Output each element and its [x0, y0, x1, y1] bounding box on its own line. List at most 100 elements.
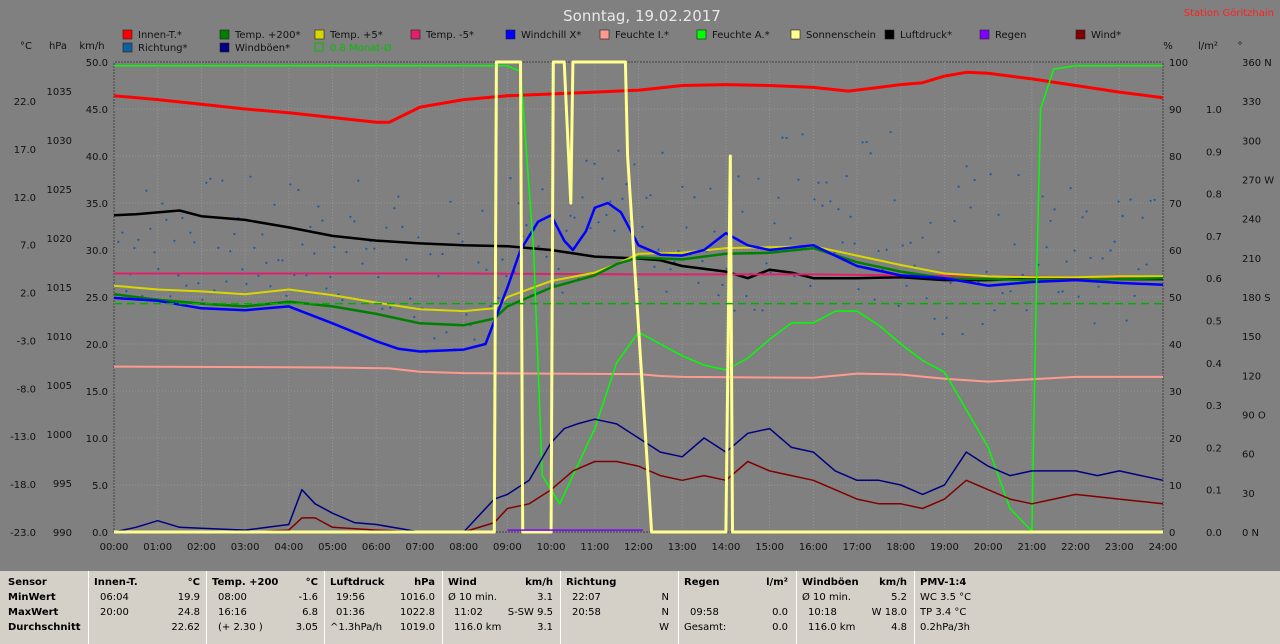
richtung-dot [133, 247, 136, 250]
druck-avg-trend: ^1.3hPa/h [330, 622, 383, 633]
richtung-dot [365, 247, 368, 250]
richtung-dot [573, 216, 576, 219]
kmh-tick-label: 35.0 [86, 199, 108, 210]
richtung-dot [557, 267, 560, 271]
richtung-dot [1009, 290, 1012, 293]
richtung-dot [925, 297, 928, 300]
x-tick-label: 04:00 [274, 542, 303, 553]
richtung-dot [253, 246, 256, 249]
richtung-dot [1141, 216, 1144, 219]
x-tick-label: 19:00 [930, 542, 959, 553]
stats-regen: Regen l/m² 09:58 0.0 Gesamt: 0.0 [684, 577, 788, 637]
richtung-dot [457, 232, 460, 235]
richtung-dot [709, 187, 712, 190]
legend-swatch [790, 29, 801, 40]
richtung-dot [1149, 199, 1152, 202]
richtung-dot [245, 282, 248, 286]
series-windb-en [113, 418, 1164, 533]
temp-tick-label: 7.0 [20, 241, 36, 252]
x-tick-label: 05:00 [318, 542, 347, 553]
x-tick-label: 14:00 [712, 542, 741, 553]
richtung-dot [685, 226, 688, 229]
richtung-max-time: 20:58 [572, 607, 601, 618]
x-tick-label: 12:00 [624, 542, 653, 553]
richtung-max-value: N [661, 607, 669, 618]
druck-min-value: 1016.0 [400, 592, 435, 603]
richtung-dot [1053, 208, 1056, 211]
rain-tick-label: 0.0 [1206, 528, 1222, 539]
legend-swatch [314, 29, 325, 40]
richtung-dot [693, 196, 696, 199]
x-tick-label: 16:00 [799, 542, 828, 553]
richtung-dot [481, 209, 484, 212]
hpa-tick-label: 1005 [47, 381, 72, 392]
richtung-dot [345, 251, 348, 254]
stats-richtung: Richtung 22:07 N 20:58 N W [566, 577, 669, 637]
richtung-dot [865, 140, 868, 144]
legend-swatch [505, 29, 516, 40]
stats-divider [442, 571, 443, 644]
richtung-dot [733, 309, 736, 312]
richtung-dot [817, 181, 820, 184]
temp-header: Temp. +200 [212, 577, 279, 588]
richtung-dot [505, 275, 508, 278]
wind-avg-value: 3.1 [537, 622, 553, 633]
hpa-tick-label: 990 [53, 528, 72, 539]
richtung-dot [713, 230, 716, 233]
kmh-tick-label: 5.0 [92, 481, 108, 492]
hpa-tick-label: 1000 [47, 430, 72, 441]
richtung-dot [901, 244, 904, 247]
richtung-dot [289, 183, 292, 186]
regen-max-value: 0.0 [772, 607, 788, 618]
richtung-dot [893, 199, 896, 202]
dir-tick-label: 0 N [1242, 528, 1259, 539]
stats-row-labels: Sensor MinWert MaxWert Durchschnitt [8, 577, 88, 637]
richtung-dot [545, 255, 548, 258]
innen-min-time: 06:04 [100, 592, 129, 603]
pct-tick-label: 60 [1169, 246, 1182, 257]
legend-swatch [122, 42, 133, 53]
richtung-dot [1025, 309, 1028, 312]
richtung-dot [877, 249, 880, 253]
temp-min-value: -1.6 [298, 592, 318, 603]
richtung-dot [857, 288, 860, 291]
richtung-dot [1145, 263, 1148, 266]
richtung-dot [993, 309, 996, 312]
richtung-dot [461, 240, 464, 243]
legend-label: Temp. -5* [425, 30, 474, 41]
boeen-min-time: Ø 10 min. [802, 592, 851, 603]
boeen-max-time: 10:18 [808, 607, 837, 618]
boeen-header: Windböen [802, 577, 859, 588]
richtung-dot [625, 183, 628, 186]
richtung-dot [765, 262, 768, 265]
richtung-dot [177, 274, 180, 277]
pmv-taupunkt: TP 3.4 °C [920, 607, 967, 618]
stats-divider [206, 571, 207, 644]
richtung-dot [125, 290, 128, 293]
richtung-dot [997, 213, 1000, 216]
richtung-dot [641, 225, 644, 228]
richtung-dot [1021, 273, 1024, 276]
pct-tick-label: 90 [1169, 105, 1182, 116]
x-tick-label: 11:00 [580, 542, 609, 553]
richtung-dot [721, 283, 724, 286]
richtung-dot [477, 261, 480, 264]
dir-tick-label: 60 [1242, 450, 1255, 461]
richtung-dot [589, 227, 592, 230]
rain-tick-label: 0.5 [1206, 317, 1222, 328]
richtung-dot [637, 288, 640, 291]
richtung-dot [921, 236, 924, 239]
richtung-avg-value: W [659, 622, 669, 633]
richtung-dot [413, 315, 416, 319]
richtung-dot [621, 197, 624, 200]
richtung-dot [633, 163, 636, 166]
pct-tick-label: 30 [1169, 387, 1182, 398]
x-tick-label: 00:00 [100, 542, 129, 553]
richtung-dot [737, 175, 740, 178]
richtung-dot [813, 198, 816, 201]
legend-swatch [122, 29, 133, 40]
stats-innen: Innen-T. °C 06:04 19.9 20:00 24.8 22.62 [94, 577, 200, 637]
innen-avg-value: 22.62 [171, 622, 200, 633]
richtung-dot [873, 298, 876, 301]
